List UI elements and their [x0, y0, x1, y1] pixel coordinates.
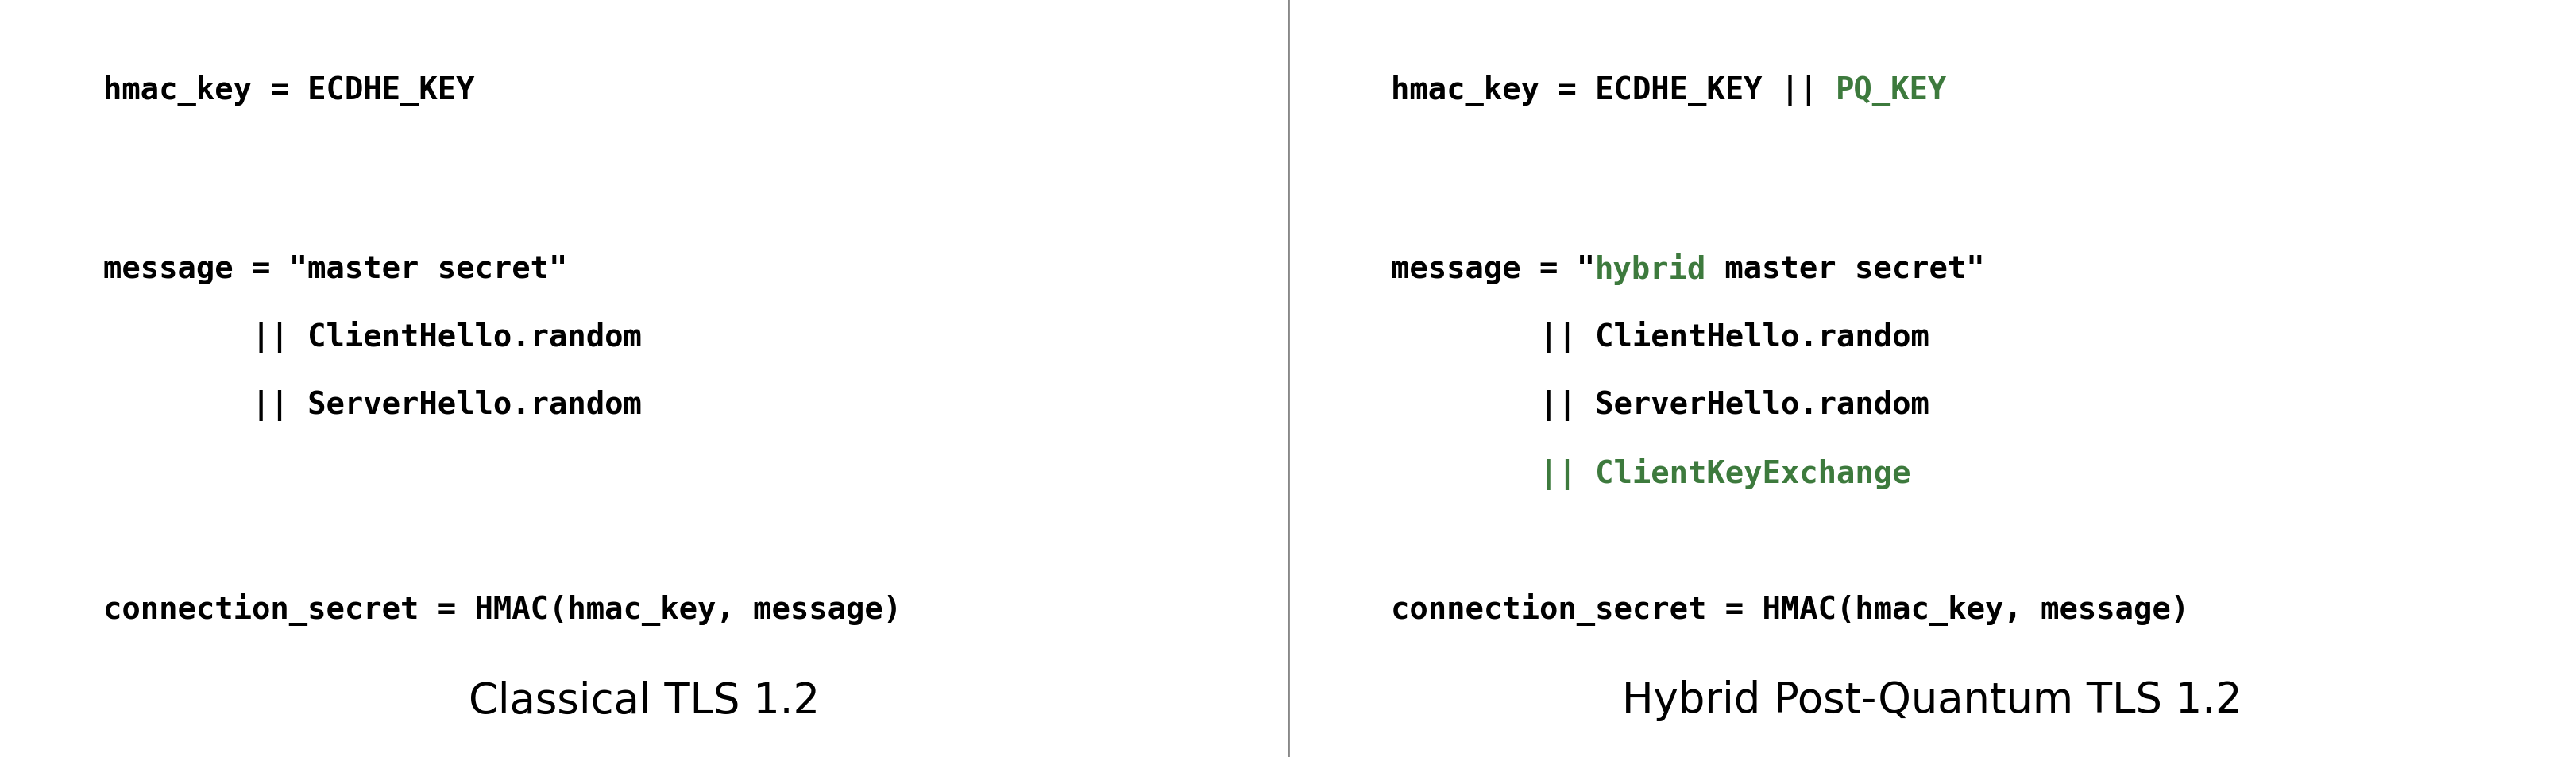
Text: || ServerHello.random: || ServerHello.random: [1391, 390, 1929, 420]
Text: hmac_key = ECDHE_KEY ||: hmac_key = ECDHE_KEY ||: [1391, 76, 1837, 106]
Text: || ServerHello.random: || ServerHello.random: [103, 390, 641, 420]
Text: message = "master secret": message = "master secret": [103, 254, 567, 284]
Text: master secret": master secret": [1705, 254, 1984, 284]
Text: message = ": message = ": [1391, 254, 1595, 284]
Text: hybrid: hybrid: [1595, 253, 1705, 285]
Text: Classical TLS 1.2: Classical TLS 1.2: [469, 680, 819, 721]
Text: || ClientHello.random: || ClientHello.random: [1391, 321, 1929, 353]
Text: connection_secret = HMAC(hmac_key, message): connection_secret = HMAC(hmac_key, messa…: [103, 593, 902, 625]
Text: connection_secret = HMAC(hmac_key, message): connection_secret = HMAC(hmac_key, messa…: [1391, 593, 2190, 625]
Text: Hybrid Post-Quantum TLS 1.2: Hybrid Post-Quantum TLS 1.2: [1623, 680, 2241, 721]
Text: PQ_KEY: PQ_KEY: [1837, 76, 1947, 106]
Text: hmac_key = ECDHE_KEY: hmac_key = ECDHE_KEY: [103, 76, 474, 106]
Text: || ClientKeyExchange: || ClientKeyExchange: [1540, 457, 1911, 489]
Text: || ClientHello.random: || ClientHello.random: [103, 321, 641, 353]
